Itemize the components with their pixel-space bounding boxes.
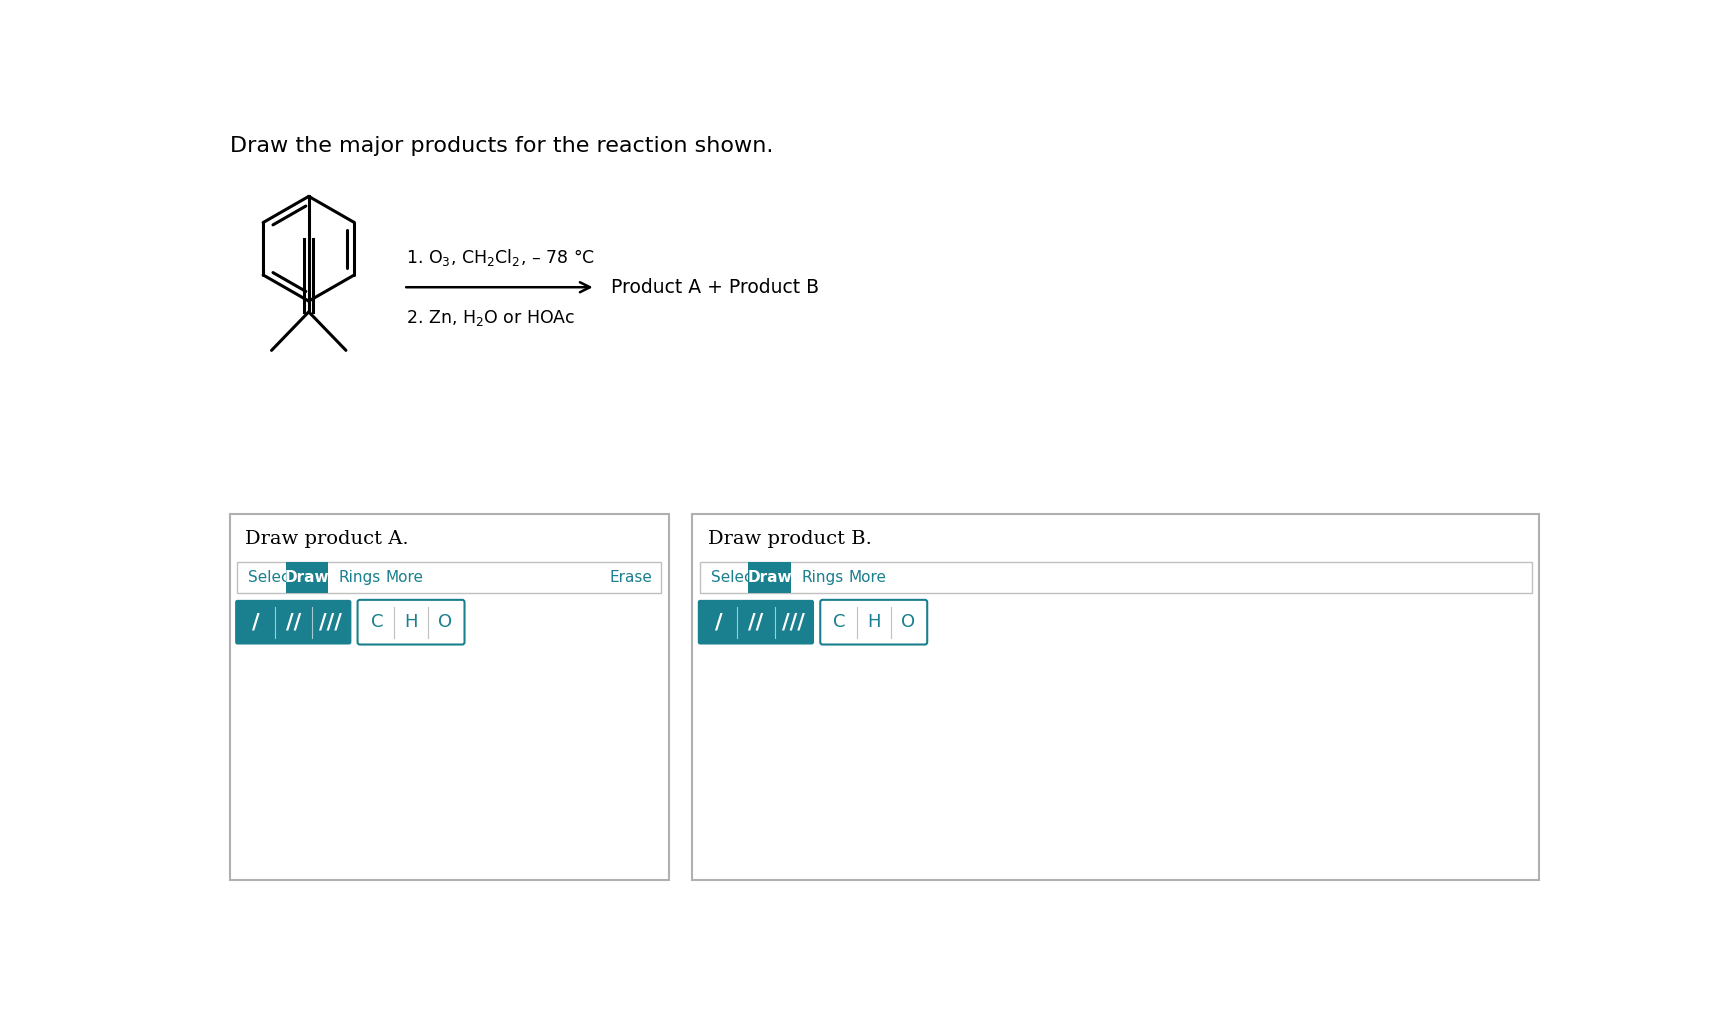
Text: 2. Zn, H$_2$O or HOAc: 2. Zn, H$_2$O or HOAc: [406, 308, 575, 328]
Text: ///: ///: [319, 612, 342, 632]
Bar: [701, 562, 1531, 593]
Text: //: //: [749, 612, 763, 632]
Text: Erase: Erase: [609, 570, 652, 585]
Text: 1. O$_3$, CH$_2$Cl$_2$, – 78 °C: 1. O$_3$, CH$_2$Cl$_2$, – 78 °C: [406, 247, 595, 268]
Bar: [692, 514, 1540, 880]
Text: Draw product B.: Draw product B.: [708, 529, 872, 548]
Text: O: O: [438, 613, 452, 631]
Text: Draw: Draw: [285, 570, 330, 585]
Text: Select: Select: [711, 570, 758, 585]
Bar: [238, 562, 661, 593]
Text: C: C: [834, 613, 846, 631]
Text: Rings: Rings: [801, 570, 844, 585]
Text: More: More: [847, 570, 885, 585]
Text: Draw product A.: Draw product A.: [245, 529, 409, 548]
Text: Select: Select: [249, 570, 295, 585]
Bar: [747, 562, 791, 593]
FancyBboxPatch shape: [697, 600, 815, 645]
Text: //: //: [285, 612, 300, 632]
Text: ///: ///: [782, 612, 804, 632]
FancyBboxPatch shape: [357, 600, 464, 645]
Text: Draw the major products for the reaction shown.: Draw the major products for the reaction…: [230, 136, 773, 155]
Bar: [285, 562, 328, 593]
Text: O: O: [901, 613, 915, 631]
FancyBboxPatch shape: [820, 600, 927, 645]
Text: Rings: Rings: [338, 570, 381, 585]
Text: Draw: Draw: [747, 570, 792, 585]
FancyBboxPatch shape: [235, 600, 352, 645]
Text: H: H: [866, 613, 880, 631]
Text: /: /: [252, 612, 261, 632]
Text: Product A + Product B: Product A + Product B: [611, 278, 820, 297]
Bar: [230, 514, 670, 880]
Text: More: More: [385, 570, 423, 585]
Text: /: /: [715, 612, 723, 632]
Text: H: H: [404, 613, 418, 631]
Text: C: C: [371, 613, 383, 631]
